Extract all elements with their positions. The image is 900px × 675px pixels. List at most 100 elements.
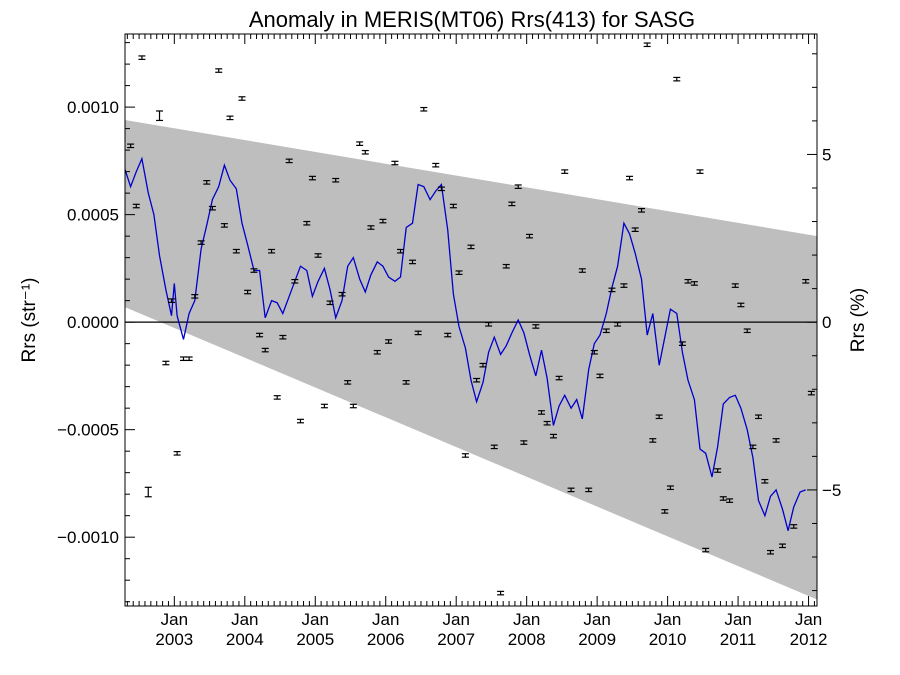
data-point — [719, 496, 727, 501]
data-point — [508, 201, 516, 207]
data-point — [502, 263, 510, 269]
chart-title: Anomaly in MERIS(MT06) Rrs(413) for SASG — [249, 7, 695, 32]
data-point — [173, 451, 181, 456]
x-tick-label-month: Jan — [513, 610, 540, 629]
data-point — [361, 149, 369, 155]
data-point — [356, 141, 364, 146]
data-point — [620, 283, 628, 288]
y-axis-label-right: Rrs (%) — [848, 288, 869, 352]
data-point — [238, 96, 246, 101]
data-point — [766, 549, 774, 555]
data-point — [702, 547, 710, 553]
data-point — [379, 218, 387, 224]
x-tick-label-month: Jan — [302, 610, 329, 629]
y-axis-label-left: Rrs (str⁻¹) — [19, 278, 40, 363]
data-point — [127, 143, 135, 149]
data-point — [232, 248, 240, 254]
data-point — [391, 160, 399, 166]
data-point — [461, 453, 469, 458]
data-point — [755, 414, 763, 420]
data-point — [514, 184, 522, 189]
data-point — [162, 360, 170, 366]
data-point — [338, 291, 346, 297]
plot-frame — [124, 33, 818, 607]
y-tick-label: −0.0010 — [57, 528, 119, 547]
data-point — [802, 278, 810, 284]
data-point — [678, 341, 686, 346]
x-tick-label-month: Jan — [724, 610, 751, 629]
data-point — [467, 244, 475, 250]
x-tick-label-year: 2003 — [155, 630, 193, 649]
data-point — [256, 332, 264, 338]
y2-tick-label: 5 — [822, 145, 831, 164]
data-point — [191, 294, 199, 299]
data-point — [279, 334, 287, 340]
data-point — [696, 169, 704, 174]
x-tick-label-month: Jan — [583, 610, 610, 629]
data-point — [772, 438, 780, 443]
data-point — [432, 162, 440, 168]
data-point — [308, 175, 316, 181]
data-point — [296, 418, 304, 424]
data-point — [138, 55, 146, 60]
data-point — [731, 283, 739, 288]
smoothed-anomaly-line — [125, 156, 806, 531]
data-point — [303, 220, 311, 226]
data-point — [320, 403, 328, 409]
data-point — [273, 395, 281, 400]
data-point — [156, 110, 164, 122]
data-point — [250, 268, 258, 273]
data-point — [332, 177, 340, 183]
x-tick-label-month: Jan — [372, 610, 399, 629]
x-tick-label-month: Jan — [795, 610, 822, 629]
data-point — [215, 68, 223, 73]
x-tick-label-year: 2005 — [296, 630, 334, 649]
axes: Jan2003Jan2004Jan2005Jan2006Jan2007Jan20… — [57, 33, 841, 649]
data-point — [578, 268, 586, 273]
x-tick-label-year: 2009 — [578, 630, 616, 649]
x-tick-label-year: 2011 — [720, 630, 757, 649]
data-point — [132, 203, 140, 209]
data-point — [537, 410, 545, 415]
data-point — [444, 332, 452, 338]
y2-tick-label: 0 — [822, 313, 831, 332]
data-point — [525, 233, 533, 239]
data-point — [349, 403, 357, 409]
data-point — [385, 339, 393, 344]
plot-area — [125, 42, 817, 600]
x-tick-label-month: Jan — [442, 610, 469, 629]
data-point — [197, 240, 205, 245]
y-tick-label: −0.0005 — [57, 421, 119, 440]
data-point — [649, 438, 657, 443]
data-point — [261, 347, 269, 353]
data-point — [490, 444, 498, 450]
data-point — [437, 186, 445, 192]
data-point — [402, 380, 410, 385]
x-tick-label-month: Jan — [654, 610, 681, 629]
x-tick-label-year: 2008 — [508, 630, 546, 649]
data-point — [737, 302, 745, 308]
data-point — [543, 420, 551, 426]
data-point — [473, 377, 481, 383]
data-point — [790, 524, 798, 529]
data-point — [614, 321, 622, 327]
y-tick-label: 0.0000 — [67, 313, 119, 332]
y-tick-label: 0.0005 — [67, 206, 119, 225]
data-point — [655, 414, 663, 420]
data-point — [414, 330, 422, 336]
data-point — [208, 205, 216, 211]
data-point — [585, 487, 593, 493]
data-point — [268, 248, 276, 254]
data-point — [314, 253, 322, 258]
data-point — [807, 390, 815, 396]
data-point — [497, 590, 505, 596]
data-point — [344, 380, 352, 385]
data-point — [326, 300, 334, 306]
data-point — [761, 478, 769, 484]
data-point — [608, 287, 616, 293]
data-point — [449, 203, 457, 209]
data-point — [590, 349, 598, 355]
data-point — [626, 175, 634, 181]
x-tick-label-year: 2010 — [649, 630, 687, 649]
x-tick-label-year: 2007 — [437, 630, 475, 649]
